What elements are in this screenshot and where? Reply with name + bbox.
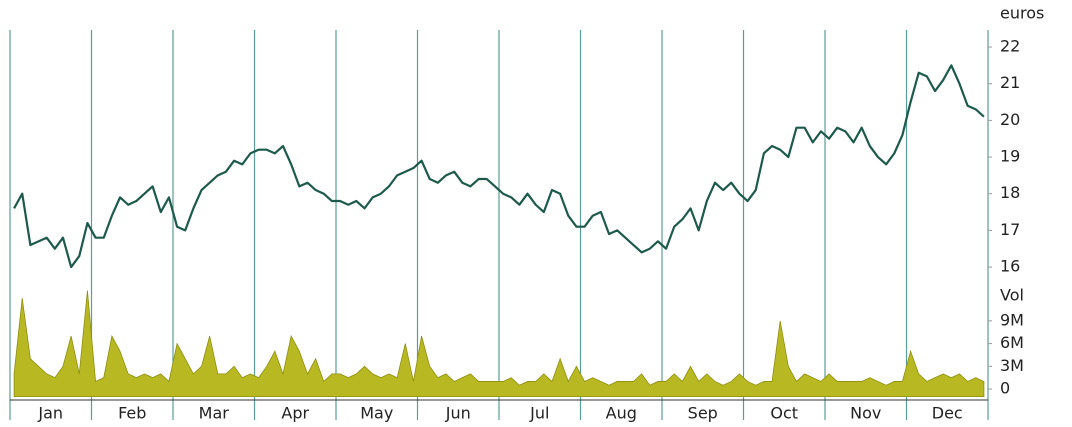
x-tick-label: Nov	[850, 404, 881, 423]
x-tick-label: Jun	[445, 404, 471, 423]
price-axis-label: euros	[1000, 4, 1044, 23]
x-tick-label: Jan	[37, 404, 63, 423]
x-tick-label: Apr	[281, 404, 309, 423]
x-tick-label: Aug	[606, 404, 637, 423]
y-tick-label: 16	[1000, 257, 1020, 276]
x-tick-label: Feb	[118, 404, 146, 423]
volume-area	[13, 290, 985, 397]
x-tick-label: May	[360, 404, 393, 423]
y-tick-label: 17	[1000, 220, 1020, 239]
y-tick-label: 19	[1000, 147, 1020, 166]
x-tick-label: Sep	[688, 404, 718, 423]
price-line	[13, 64, 985, 269]
y-tick-label: 18	[1000, 183, 1020, 202]
y-tick-label: 6M	[1000, 333, 1024, 352]
y-tick-label: 3M	[1000, 356, 1024, 375]
x-tick-label: Dec	[932, 404, 963, 423]
y-tick-label: 9M	[1000, 310, 1024, 329]
y-tick-label: 22	[1000, 37, 1020, 56]
x-tick-label: Oct	[770, 404, 798, 423]
y-tick-label: 21	[1000, 73, 1020, 92]
y-tick-label: 20	[1000, 110, 1020, 129]
x-tick-label: Jul	[529, 404, 549, 423]
volume-axis-label: Vol	[1000, 286, 1024, 305]
y-tick-label: 0	[1000, 379, 1010, 398]
x-tick-label: Mar	[199, 404, 230, 423]
